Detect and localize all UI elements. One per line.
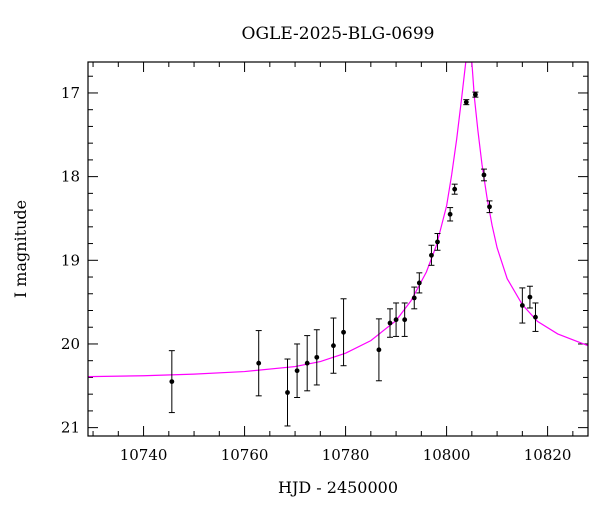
x-tick-label: 10820	[524, 446, 572, 464]
x-tick-label: 10800	[423, 446, 471, 464]
data-marker	[411, 295, 417, 301]
data-point	[255, 330, 262, 397]
data-point	[401, 302, 408, 337]
data-point	[451, 183, 458, 195]
data-marker	[169, 379, 175, 385]
x-axis-label: HJD - 2450000	[278, 478, 398, 497]
data-marker	[519, 303, 525, 308]
data-marker	[341, 329, 346, 335]
data-marker	[256, 360, 262, 366]
data-marker	[429, 252, 434, 258]
data-point	[330, 317, 337, 374]
data-marker	[387, 320, 393, 326]
data-point	[463, 99, 470, 106]
x-tick-label: 10780	[322, 446, 370, 464]
chart-title: OGLE-2025-BLG-0699	[242, 24, 435, 44]
data-point	[519, 287, 526, 324]
model-curve	[88, 62, 588, 378]
y-axis-label: I magnitude	[11, 200, 30, 298]
data-point	[387, 308, 394, 338]
data-marker	[402, 317, 408, 323]
data-point	[532, 302, 539, 332]
y-tick-label: 20	[61, 335, 80, 353]
axis-ticks	[88, 62, 588, 436]
data-marker	[463, 99, 469, 105]
axis-tick-labels: 10740 10760 10780 10800 10820 17 18 19 20 21	[61, 84, 572, 464]
data-marker	[331, 343, 336, 349]
data-point	[168, 350, 175, 414]
data-marker	[481, 172, 487, 178]
data-point	[375, 318, 382, 382]
data-point	[411, 286, 418, 310]
data-point	[486, 200, 493, 214]
data-point	[304, 335, 311, 392]
data-point	[416, 272, 423, 294]
data-point	[428, 244, 435, 266]
data-point	[472, 91, 479, 98]
data-marker	[533, 314, 538, 320]
data-marker	[452, 186, 458, 192]
data-marker	[393, 317, 399, 323]
data-marker	[294, 368, 300, 374]
plot-frame	[87, 61, 589, 437]
x-tick-label: 10740	[120, 446, 168, 464]
y-tick-label: 17	[61, 84, 80, 102]
data-point	[340, 298, 347, 367]
data-marker	[285, 390, 290, 395]
data-point	[480, 168, 487, 182]
data-marker	[435, 239, 440, 245]
data-points	[168, 91, 539, 427]
data-point	[526, 285, 533, 309]
y-tick-label: 21	[61, 419, 80, 437]
y-tick-label: 18	[61, 168, 80, 186]
x-tick-label: 10760	[221, 446, 269, 464]
data-marker	[527, 294, 533, 300]
data-point	[447, 207, 454, 222]
data-point	[284, 358, 291, 427]
data-marker	[304, 360, 310, 366]
data-marker	[487, 204, 492, 210]
data-marker	[447, 211, 453, 217]
data-marker	[416, 280, 422, 286]
data-point	[313, 329, 320, 386]
y-tick-label: 19	[61, 251, 80, 269]
data-marker	[472, 92, 478, 98]
data-point	[393, 302, 400, 337]
data-marker	[376, 347, 382, 353]
data-point	[294, 343, 301, 399]
data-marker	[314, 354, 320, 360]
data-point	[434, 233, 441, 251]
